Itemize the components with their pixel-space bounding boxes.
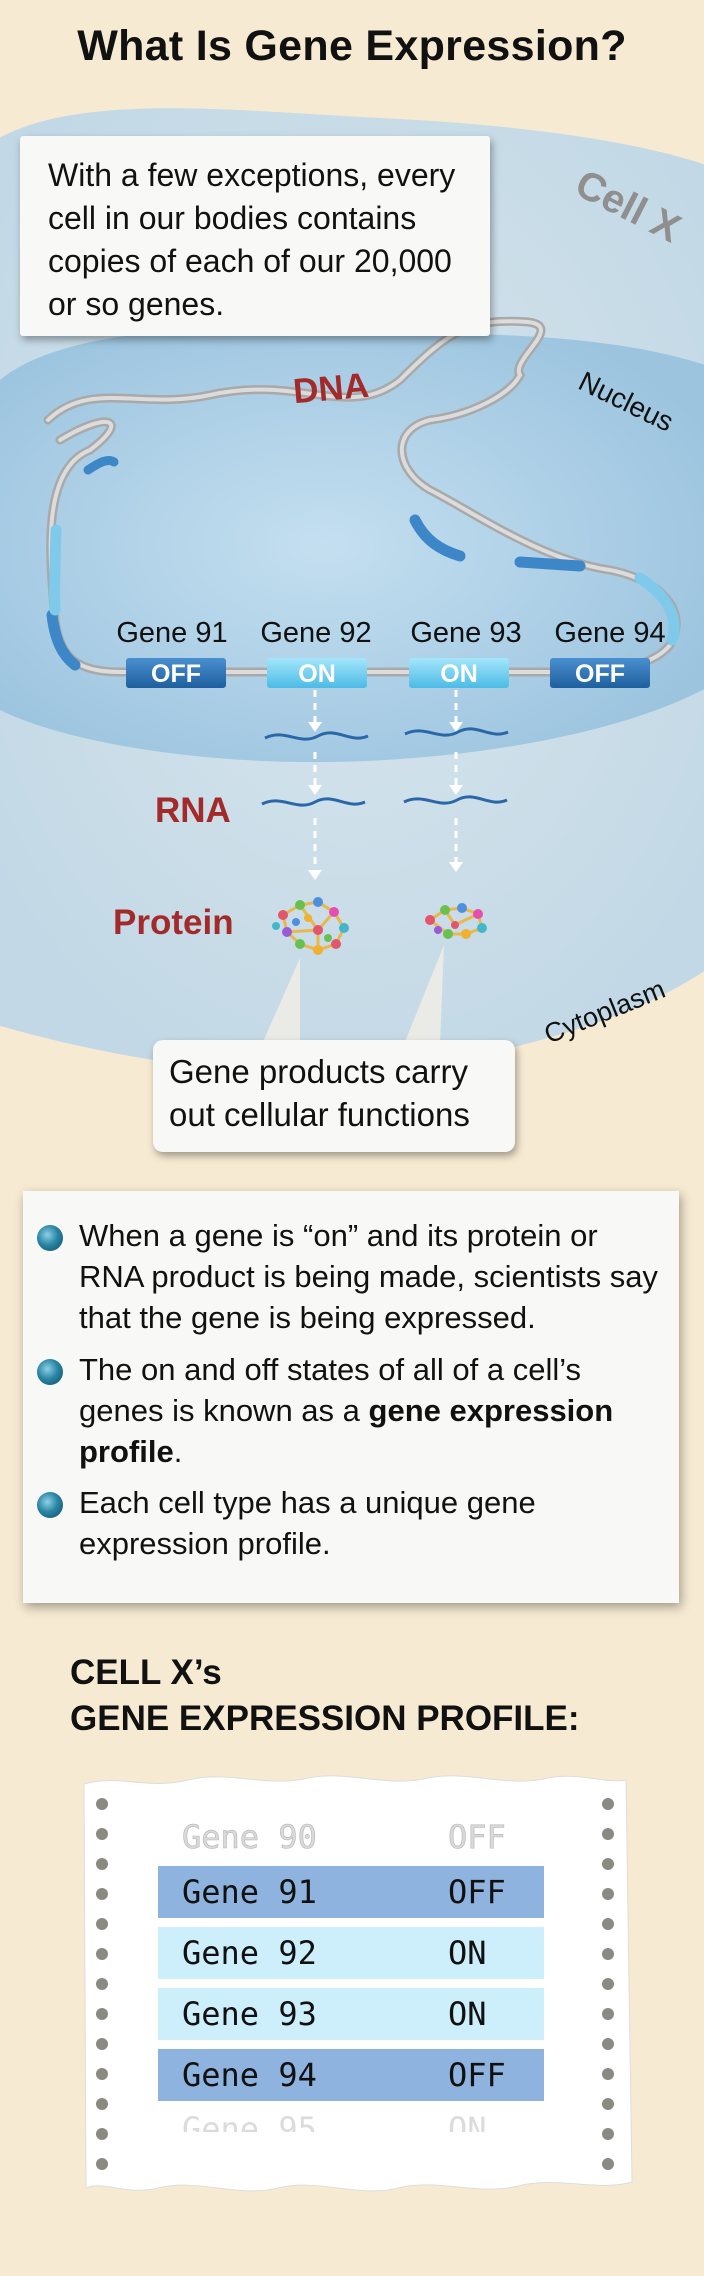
protein-label: Protein (113, 903, 234, 942)
arrowhead (449, 722, 463, 732)
printout-paper (83, 1775, 633, 2192)
expression-printout: Gene 90 OFF Gene 91 OFF Gene 92 ON Gene … (83, 1775, 633, 2192)
gene-91-state: OFF (151, 660, 201, 688)
dna-label: DNA (292, 366, 371, 411)
gene-93-block: ON (409, 658, 509, 688)
gene-91-label: Gene 91 (116, 617, 227, 649)
row-gene: Gene 91 (182, 1873, 317, 1911)
printout-holes-left (96, 1798, 108, 2170)
rna-label: RNA (155, 791, 231, 830)
row-state: ON (448, 2110, 487, 2148)
row-state: OFF (448, 1818, 506, 1856)
protein-92 (272, 897, 349, 955)
profile-title: CELL X’s GENE EXPRESSION PROFILE: (70, 1650, 580, 1742)
gene-93-label: Gene 93 (410, 617, 521, 649)
gene-products-callout: Gene products carry out cellular functio… (153, 1040, 515, 1152)
row-state: ON (448, 1934, 487, 1972)
profile-title-line1: CELL X’s (70, 1653, 222, 1692)
intro-callout: With a few exceptions, every cell in our… (20, 136, 490, 336)
dna-segment (634, 572, 680, 646)
gene-91-block: OFF (126, 658, 226, 688)
bullet-icon (37, 1359, 63, 1385)
gene-92-state: ON (298, 660, 336, 688)
rna-strand (403, 795, 508, 805)
profile-row-91: Gene 91 OFF (158, 1866, 544, 1918)
protein-93 (425, 903, 487, 939)
arrowhead (308, 722, 322, 732)
row-state: OFF (448, 1873, 506, 1911)
rna-strand (404, 727, 509, 737)
dna-segment (83, 455, 119, 475)
cell-diagram: OFF ON ON OFF Gene 91 Gene 92 Gene 93 Ge… (0, 108, 704, 1076)
gene-92-label: Gene 92 (260, 617, 371, 649)
fact-profile-text: The on and off states of all of a cell’s… (79, 1352, 582, 1428)
page-title: What Is Gene Expression? (77, 22, 627, 70)
gene-products-text: Gene products carry out cellular functio… (169, 1053, 470, 1133)
intro-text: With a few exceptions, every cell in our… (48, 157, 456, 322)
fact-profile-end: . (173, 1434, 183, 1469)
gene-93-state: ON (440, 660, 478, 688)
profile-row-92: Gene 92 ON (158, 1927, 544, 1979)
row-gene: Gene 90 (182, 1818, 317, 1856)
dna-segment (514, 556, 586, 572)
profile-row-95: Gene 95 ON (182, 2110, 487, 2148)
dna-segment (49, 524, 62, 616)
nucleus (0, 328, 704, 763)
row-state: OFF (448, 2056, 506, 2094)
profile-title-line2: GENE EXPRESSION PROFILE: (70, 1699, 580, 1738)
bullet-icon (37, 1225, 63, 1251)
profile-row-90: Gene 90 OFF (182, 1818, 506, 1857)
row-state: ON (448, 1995, 487, 2033)
profile-row-94: Gene 94 OFF (158, 2049, 544, 2101)
gene-94-state: OFF (575, 660, 625, 688)
fact-expressed: When a gene is “on” and its protein or R… (79, 1218, 658, 1335)
dna-segment (409, 514, 466, 562)
printout-holes-right (602, 1798, 614, 2170)
bullet-icon (37, 1492, 63, 1518)
callout-pointer (262, 958, 300, 1044)
arrowhead (449, 785, 463, 795)
dna-segment (46, 609, 81, 671)
gene-92-block: ON (267, 658, 367, 688)
row-gene: Gene 93 (182, 1995, 317, 2033)
fact-profile-term: gene expression profile (79, 1393, 614, 1469)
fact-profile: The on and off states of all of a cell’s… (79, 1349, 669, 1472)
row-gene: Gene 92 (182, 1934, 317, 1972)
facts-panel: When a gene is “on” and its protein or R… (23, 1191, 679, 1603)
arrowhead (308, 785, 322, 795)
callout-pointer (404, 945, 444, 1044)
rna-strand (264, 731, 369, 741)
rna-strand (261, 797, 366, 807)
gene-94-block: OFF (550, 658, 650, 688)
fact-unique: Each cell type has a unique gene express… (79, 1485, 536, 1561)
arrowhead (449, 862, 463, 872)
arrowhead (308, 870, 322, 880)
gene-94-label: Gene 94 (554, 617, 665, 649)
row-gene: Gene 95 (182, 2110, 317, 2148)
row-gene: Gene 94 (182, 2056, 317, 2094)
profile-row-93: Gene 93 ON (158, 1988, 544, 2040)
